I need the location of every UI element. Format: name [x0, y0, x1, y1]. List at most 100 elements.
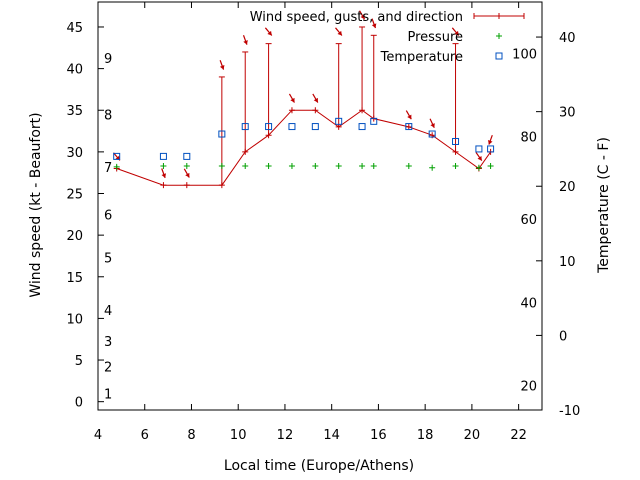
y2-tick-label: 0 — [559, 329, 567, 344]
pressure-point — [429, 164, 436, 171]
wind-direction-arrow — [371, 18, 377, 29]
temperature-point — [335, 117, 343, 125]
temperature-point — [113, 152, 121, 160]
x-tick-label: 8 — [187, 428, 195, 443]
wind-direction-arrow — [359, 10, 366, 20]
beaufort-label: 1 — [104, 387, 112, 402]
x-tick-label: 22 — [510, 428, 527, 443]
pressure-point — [160, 163, 167, 170]
arrow-head — [371, 23, 377, 29]
legend-label-wind: Wind speed, gusts, and direction — [250, 10, 463, 25]
beaufort-label: 4 — [104, 304, 112, 319]
wind-direction-arrow — [161, 168, 167, 179]
y-tick-label: 20 — [66, 229, 83, 244]
y2-tick-label: 20 — [559, 180, 576, 195]
fahrenheit-label: 60 — [520, 213, 537, 228]
y2-tick-label: 40 — [559, 31, 576, 46]
wind-point — [183, 182, 190, 189]
beaufort-label: 2 — [104, 361, 112, 376]
wind-direction-arrow — [451, 27, 460, 36]
arrow-head — [487, 139, 493, 145]
wind-point — [218, 182, 225, 189]
pressure-point — [487, 163, 494, 170]
y-tick-label: 35 — [66, 104, 83, 119]
wind-point — [288, 107, 295, 114]
temperature-point — [265, 123, 273, 131]
fahrenheit-label: 80 — [520, 130, 537, 145]
wind-point — [359, 107, 366, 114]
legend-label-pressure: Pressure — [407, 30, 463, 45]
x-tick-label: 12 — [277, 428, 294, 443]
x-tick-label: 6 — [141, 428, 149, 443]
arrow-head — [407, 114, 412, 120]
wind-point — [242, 148, 249, 155]
pressure-point — [242, 163, 249, 170]
y2-tick-label: 30 — [559, 106, 576, 121]
wind-direction-arrow — [183, 168, 190, 178]
pressure-point — [405, 163, 412, 170]
x-tick-label: 20 — [464, 428, 481, 443]
y-tick-label: 45 — [66, 21, 83, 36]
wind-point — [265, 132, 272, 139]
temperature-point — [311, 123, 319, 131]
temperature-point — [405, 123, 413, 131]
pressure-point — [265, 163, 272, 170]
arrow-head — [454, 30, 459, 36]
y-tick-label: 10 — [66, 312, 83, 327]
pressure-point — [475, 164, 482, 171]
x-tick-label: 16 — [370, 428, 387, 443]
arrow-head — [219, 65, 225, 70]
x-tick-label: 4 — [94, 428, 102, 443]
arrow-head — [430, 123, 435, 128]
wind-point — [335, 123, 342, 130]
arrow-head — [313, 97, 318, 103]
y-tick-label: 40 — [66, 63, 83, 78]
legend-marker-pressure — [496, 33, 502, 39]
wind-direction-arrow — [475, 152, 483, 161]
legend-marker-wind — [473, 13, 525, 19]
arrow-head — [360, 14, 365, 20]
y2-tick-label: -10 — [559, 404, 580, 419]
x-tick-label: 10 — [230, 428, 247, 443]
pressure-point — [183, 163, 190, 170]
wind-direction-arrow — [312, 93, 319, 103]
pressure-point — [335, 163, 342, 170]
beaufort-label: 7 — [104, 161, 112, 176]
plot-frame — [97, 1, 543, 411]
y2-tick-label: 10 — [559, 255, 576, 270]
wind-direction-arrow — [429, 118, 435, 129]
wind-direction-arrow — [242, 35, 248, 45]
pressure-point — [359, 163, 366, 170]
x-tick-label: 14 — [323, 428, 340, 443]
wind-speed-line — [116, 109, 492, 186]
arrow-head — [290, 97, 295, 103]
arrow-head — [243, 40, 248, 45]
wind-direction-arrow — [335, 27, 343, 36]
fahrenheit-label: 40 — [520, 297, 537, 312]
temperature-point — [475, 145, 483, 153]
wind-point — [312, 107, 319, 114]
pressure-point — [452, 163, 459, 170]
temperature-point — [452, 137, 460, 145]
x-axis-label: Local time (Europe/Athens) — [224, 458, 414, 474]
y2-axis-label: Temperature (C - F) — [596, 137, 612, 274]
temperature-point — [428, 130, 436, 138]
x-tick-label: 18 — [417, 428, 434, 443]
wind-direction-arrow — [405, 110, 412, 120]
temperature-point — [159, 152, 167, 160]
pressure-point — [218, 163, 225, 170]
temperature-point — [487, 145, 495, 153]
arrow-head — [267, 30, 272, 36]
beaufort-label: 9 — [104, 52, 112, 67]
arrow-head — [477, 155, 482, 161]
beaufort-label: 5 — [104, 252, 112, 267]
beaufort-label: 8 — [104, 108, 112, 123]
pressure-point — [288, 163, 295, 170]
wind-point — [405, 123, 412, 130]
temperature-point — [218, 130, 226, 138]
arrow-head — [161, 173, 167, 178]
pressure-point — [370, 163, 377, 170]
temperature-point — [183, 152, 191, 160]
arrow-head — [185, 172, 190, 178]
